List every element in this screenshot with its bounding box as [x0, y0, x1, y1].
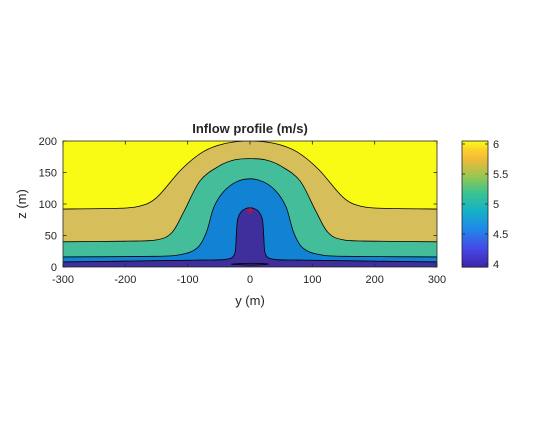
colorbar-tick-label: 6	[493, 139, 499, 151]
contour-line-6	[63, 141, 437, 210]
colorbar-segment	[462, 190, 488, 193]
colorbar-segment	[462, 192, 488, 195]
colorbar-segment	[462, 172, 488, 176]
colorbar-segment	[462, 200, 488, 203]
colorbar-segment	[462, 188, 488, 191]
colorbar-segment	[462, 174, 488, 178]
contour-fills	[63, 141, 437, 267]
contour-fill-4	[63, 207, 437, 267]
colorbar-segment	[462, 168, 488, 172]
colorbar-segment	[462, 225, 488, 229]
colorbar-segment	[462, 180, 488, 183]
colorbar-segment	[462, 162, 488, 166]
colorbar-segment	[462, 205, 488, 209]
colorbar-segment	[462, 141, 488, 144]
colorbar-segment	[462, 215, 488, 219]
colorbar-tick-label: 4	[493, 259, 499, 271]
y-axis: 0 50 100 150 200	[39, 136, 437, 274]
marker-plus	[246, 206, 254, 214]
colorbar-segment	[462, 245, 488, 248]
colorbar-segment	[462, 142, 488, 146]
colorbar-segment	[462, 178, 488, 181]
colorbar-segment	[462, 249, 488, 252]
colorbar-segment	[462, 261, 488, 264]
x-tick-label: 200	[365, 274, 383, 286]
colorbar-segment	[462, 148, 488, 152]
colorbar-segment	[462, 204, 488, 207]
colorbar-segment	[462, 154, 488, 158]
colorbar-segment	[462, 164, 488, 168]
colorbar-segment	[462, 152, 488, 156]
colorbar-tick-label: 4.5	[493, 229, 508, 241]
colorbar-segment	[462, 182, 488, 185]
colorbar-segment	[462, 170, 488, 174]
plot-area	[62, 140, 438, 268]
contour-line-5.5	[63, 158, 437, 243]
colorbar-segment	[462, 259, 488, 262]
contour-line-5	[63, 178, 437, 258]
colorbar-segment	[462, 219, 488, 223]
colorbar-segment	[462, 194, 488, 197]
colorbar-segment	[462, 158, 488, 162]
colorbar-segment	[462, 211, 488, 215]
colorbar-segment	[462, 196, 488, 199]
colorbar-segment	[462, 209, 488, 213]
colorbar-segment	[462, 239, 488, 243]
colorbar-segment	[462, 237, 488, 241]
colorbar-segment	[462, 176, 488, 180]
colorbar-segment	[462, 251, 488, 254]
y-tick-label: 50	[45, 231, 57, 243]
colorbar-segment	[462, 146, 488, 150]
x-tick-label: -100	[177, 274, 199, 286]
colorbar-tick-label: 5	[493, 199, 499, 211]
colorbar-segment	[462, 186, 488, 189]
x-tick-label: -300	[52, 274, 74, 286]
colorbar-segment	[462, 221, 488, 225]
x-axis: -300 -200 -100 0 100 200 300	[52, 141, 446, 286]
colorbar-segment	[462, 144, 488, 148]
colorbar-segment	[462, 207, 488, 211]
colorbar-segment	[462, 257, 488, 260]
x-tick-label: 0	[247, 274, 253, 286]
colorbar-segment	[462, 160, 488, 164]
colorbar-segment	[462, 217, 488, 221]
y-tick-label: 200	[39, 136, 57, 148]
colorbar-segment	[462, 223, 488, 227]
colorbar-segment	[462, 227, 488, 231]
y-tick-label: 0	[51, 262, 57, 274]
colorbar-segment	[462, 265, 488, 268]
colorbar-segment	[462, 202, 488, 205]
contour-line-closed	[231, 262, 270, 266]
colorbar-segment	[462, 229, 488, 233]
y-tick-label: 150	[39, 168, 57, 180]
colorbar-segment	[462, 150, 488, 154]
colorbar-segment	[462, 213, 488, 217]
colorbar: 4 4.5 5 5.5 6	[461, 139, 508, 271]
colorbar-segment	[462, 233, 488, 237]
colorbar-segment	[462, 243, 488, 246]
x-tick-label: 300	[428, 274, 446, 286]
y-tick-label: 100	[39, 199, 57, 211]
colorbar-segment	[462, 235, 488, 239]
x-tick-label: 100	[303, 274, 321, 286]
y-axis-label: z (m)	[14, 189, 29, 219]
colorbar-segment	[462, 184, 488, 187]
x-tick-label: -200	[114, 274, 136, 286]
colorbar-segment	[462, 255, 488, 258]
x-axis-label: y (m)	[235, 293, 265, 308]
colorbar-segment	[462, 156, 488, 160]
colorbar-segment	[462, 198, 488, 201]
colorbar-tick-label: 5.5	[493, 169, 508, 181]
colorbar-segment	[462, 231, 488, 235]
chart-title: Inflow profile (m/s)	[192, 121, 308, 136]
colorbar-segment	[462, 166, 488, 170]
colorbar-segment	[462, 247, 488, 250]
colorbar-segment	[462, 263, 488, 266]
colorbar-segment	[462, 253, 488, 256]
colorbar-segment	[462, 241, 488, 244]
